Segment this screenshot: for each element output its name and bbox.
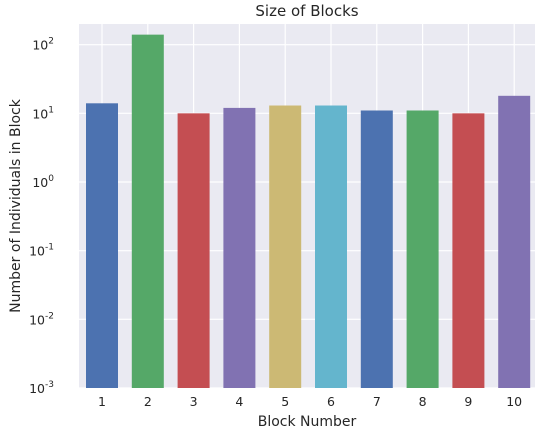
bar-block-10 [498, 95, 531, 389]
x-tick-label: 1 [98, 394, 106, 409]
y-axis-label: Number of Individuals in Block [8, 98, 24, 313]
bar-block-3 [177, 113, 210, 388]
x-tick-label: 10 [506, 394, 522, 409]
bar-block-9 [452, 113, 485, 388]
chart-title: Size of Blocks [255, 2, 358, 20]
bar-block-1 [86, 103, 118, 389]
x-tick-label: 2 [144, 394, 152, 409]
y-tick-label: 102 [32, 37, 54, 53]
bars [86, 34, 531, 389]
x-tick-label: 4 [235, 394, 243, 409]
x-tick-label: 3 [190, 394, 198, 409]
bar-block-7 [360, 110, 393, 388]
x-tick-label: 5 [281, 394, 289, 409]
x-tick-labels: 1 2 3 4 5 6 7 8 9 10 [98, 394, 522, 409]
x-tick-label: 7 [373, 394, 381, 409]
y-tick-label: 10-3 [29, 380, 54, 396]
bar-block-2 [131, 34, 164, 389]
bar-block-4 [223, 107, 256, 388]
y-tick-label: 100 [32, 174, 54, 190]
bar-block-8 [406, 110, 439, 388]
y-tick-label: 10-1 [29, 243, 54, 259]
x-axis-label: Block Number [258, 414, 357, 430]
x-tick-label: 6 [327, 394, 335, 409]
bar-block-6 [315, 105, 347, 388]
y-tick-labels: 10-3 10-2 10-1 100 101 102 [29, 37, 54, 396]
x-tick-label: 8 [419, 394, 427, 409]
x-tick-label: 9 [464, 394, 472, 409]
y-tick-label: 101 [32, 105, 54, 121]
y-tick-label: 10-2 [29, 311, 54, 327]
bar-block-5 [269, 105, 302, 388]
